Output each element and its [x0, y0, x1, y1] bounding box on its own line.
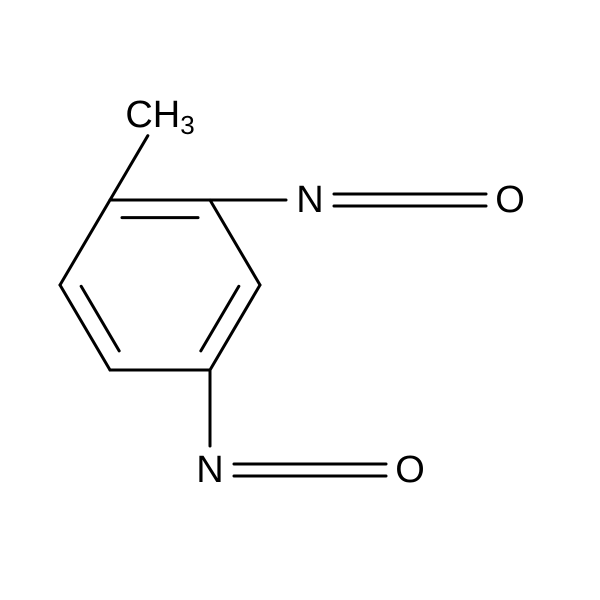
bond — [201, 286, 239, 351]
bond — [110, 136, 148, 200]
atom-label: O — [395, 449, 425, 491]
bond — [60, 285, 110, 370]
bond — [210, 200, 260, 285]
bond — [81, 286, 119, 351]
bond — [60, 200, 110, 285]
bond — [210, 285, 260, 370]
atom-label: N — [296, 179, 323, 221]
atom-label: N — [196, 449, 223, 491]
atom-label: CH3 — [125, 94, 194, 140]
atom-label: O — [495, 179, 525, 221]
chemical-structure-diagram: CH3 N O N O — [0, 0, 600, 600]
